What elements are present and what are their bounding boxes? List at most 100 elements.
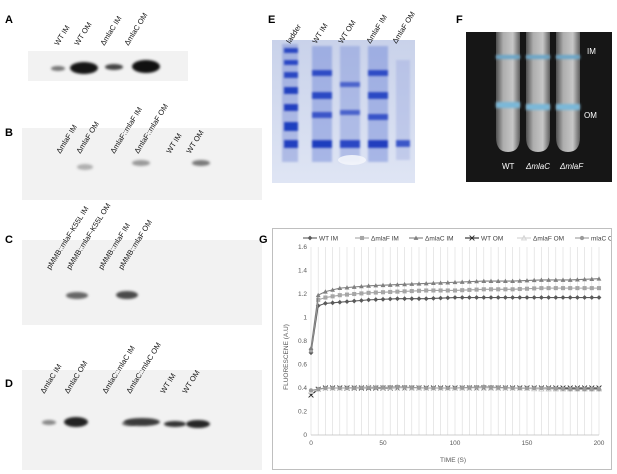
- blot-c: [22, 240, 262, 325]
- tube-label-mlac: ΔmlaC: [526, 162, 551, 171]
- band: [42, 420, 56, 425]
- data-point: [373, 297, 379, 302]
- data-point: [524, 278, 530, 283]
- data-point: [553, 386, 558, 391]
- data-point: [553, 277, 559, 282]
- data-point: [344, 292, 350, 297]
- x-tick-label: 50: [379, 440, 387, 447]
- data-point: [460, 288, 465, 293]
- band: [124, 418, 160, 426]
- legend-marker: [579, 235, 585, 241]
- legend-item: mlaC OM: [575, 235, 617, 243]
- data-point: [589, 295, 595, 300]
- x-tick-label: 150: [522, 440, 533, 447]
- data-point: [424, 385, 429, 391]
- data-point: [539, 286, 544, 291]
- series-3: [308, 276, 602, 350]
- data-point: [474, 295, 479, 300]
- data-point: [416, 296, 422, 302]
- blot-d: [22, 370, 262, 470]
- panel-letter-d: D: [5, 378, 13, 390]
- data-point: [416, 281, 422, 286]
- data-point: [467, 385, 472, 390]
- legend-label: WT OM: [481, 236, 503, 243]
- y-tick-label: 0.8: [298, 338, 307, 345]
- data-point: [351, 284, 357, 289]
- data-point: [402, 384, 407, 390]
- data-point: [582, 387, 587, 392]
- data-point: [323, 301, 328, 306]
- data-point: [452, 288, 458, 293]
- data-point: [438, 288, 443, 293]
- data-point: [337, 293, 342, 298]
- data-point: [388, 289, 393, 294]
- data-point: [344, 385, 350, 391]
- data-point: [395, 296, 400, 302]
- band: [66, 292, 88, 299]
- legend-marker: [469, 235, 475, 241]
- data-point: [344, 285, 350, 290]
- x-axis-label: TIME (S): [440, 457, 466, 464]
- data-point: [416, 385, 422, 390]
- data-point: [495, 278, 501, 283]
- data-point: [560, 286, 566, 291]
- data-point: [596, 295, 602, 300]
- series-2: [308, 286, 602, 353]
- data-point: [315, 292, 321, 298]
- fluorescence-chart-frame: WT IM ΔmlaF IM ΔmlaC IM WT OM ΔmlaF OM mlaC O…: [272, 228, 617, 470]
- band: [105, 64, 123, 70]
- data-point: [589, 387, 594, 392]
- data-point: [575, 295, 580, 300]
- band: [186, 420, 210, 428]
- legend-marker: [307, 235, 313, 241]
- fluorescence-chart: WT IM ΔmlaF IM ΔmlaC IM WT OM ΔmlaF OM mlaC O…: [283, 234, 617, 464]
- legend-label: ΔmlaF OM: [533, 236, 564, 243]
- data-point: [582, 286, 587, 291]
- data-point: [517, 278, 523, 283]
- data-point: [517, 286, 522, 292]
- data-point: [366, 283, 371, 288]
- data-point: [388, 384, 393, 390]
- legend-item: WT IM: [303, 236, 338, 243]
- blot-a: [28, 51, 188, 81]
- marker-stroke: [469, 235, 475, 241]
- data-point: [553, 295, 559, 300]
- chart-grid: [310, 247, 600, 435]
- legend-marker: [359, 235, 365, 241]
- data-point: [344, 299, 350, 305]
- data-point: [510, 295, 515, 300]
- band: [77, 164, 93, 170]
- data-point: [380, 282, 386, 288]
- data-point: [474, 278, 479, 284]
- data-point: [582, 295, 587, 300]
- data-point: [409, 296, 415, 302]
- data-point: [481, 278, 487, 283]
- x-tick-label: 100: [450, 440, 461, 447]
- data-point: [445, 385, 450, 391]
- legend-item: ΔmlaF OM: [517, 234, 564, 243]
- legend-item: ΔmlaF IM: [355, 236, 399, 243]
- data-point: [316, 297, 321, 302]
- data-point: [395, 289, 400, 294]
- data-point: [596, 276, 602, 281]
- x-tick-label: 200: [594, 440, 605, 447]
- band: [70, 62, 98, 74]
- y-axis-label: FLUORESCENE (A.U): [283, 324, 290, 390]
- data-point: [416, 288, 422, 293]
- data-point: [409, 281, 415, 286]
- data-point: [496, 385, 501, 390]
- data-point: [373, 385, 378, 390]
- data-point: [596, 387, 602, 392]
- panel-letter-a: A: [5, 14, 13, 26]
- data-point: [409, 385, 414, 390]
- panel-letter-f: F: [456, 14, 463, 26]
- data-point: [531, 277, 537, 283]
- data-point: [567, 295, 573, 300]
- y-tick-label: 0.6: [298, 362, 307, 369]
- data-point: [510, 385, 515, 391]
- legend-item: WT OM: [465, 235, 503, 243]
- y-tick-label: 0: [303, 432, 307, 439]
- x-tick-label: 0: [309, 440, 313, 447]
- data-point: [445, 295, 451, 301]
- tube-label-mlaf: ΔmlaF: [560, 162, 584, 171]
